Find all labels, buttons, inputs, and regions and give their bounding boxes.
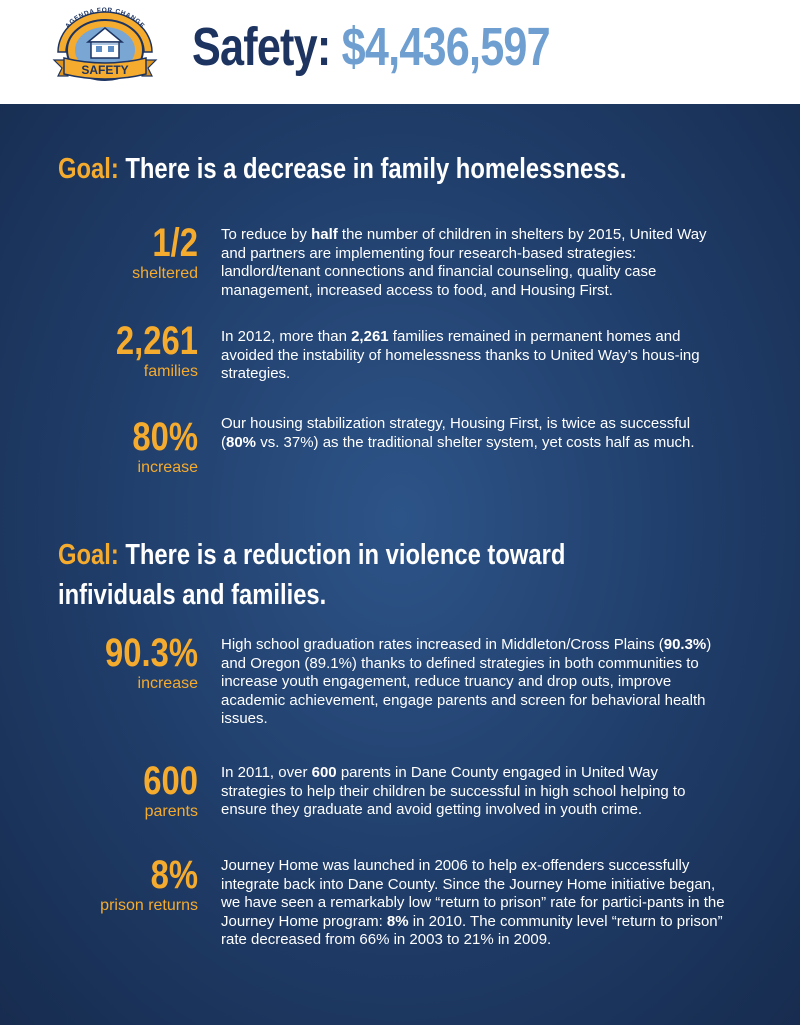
page-title-word: Safety: <box>192 17 331 77</box>
goal-1-heading: Goal: There is a decrease in family homel… <box>58 149 626 189</box>
stat-number: 1/2 <box>152 221 198 265</box>
stat-number: 600 <box>143 759 198 803</box>
stat-unit: prison returns <box>100 897 198 914</box>
stat-unit: sheltered <box>132 265 198 282</box>
stat-description: In 2011, over 600 parents in Dane County… <box>221 764 686 818</box>
stat-description: Journey Home was launched in 2006 to hel… <box>221 857 725 948</box>
stat-description: In 2012, more than 2,261 families remain… <box>221 328 700 382</box>
stat-number: 2,261 <box>115 319 198 363</box>
main-content: Goal: There is a decrease in family homel… <box>0 104 800 1025</box>
stat-number: 80% <box>132 415 198 459</box>
badge-label: SAFETY <box>81 63 128 77</box>
stat-families: 2,261 families <box>38 320 198 382</box>
goal-2-text-line-1: There is a reduction in violence toward <box>125 539 566 571</box>
header: AGENDA FOR CHANGE SAFETY Safety: $4,436,… <box>0 0 800 104</box>
page-title-amount: $4,436,597 <box>341 17 551 77</box>
safety-badge-logo: AGENDA FOR CHANGE SAFETY <box>52 7 158 81</box>
stat-unit: families <box>143 363 198 380</box>
stat-parents: 600 parents <box>38 760 198 822</box>
stat-description: To reduce by half the number of children… <box>221 226 707 299</box>
stat-graduation: 90.3% increase <box>38 632 198 694</box>
goal-1-text: There is a decrease in family homelessne… <box>125 153 627 185</box>
page-title: Safety: $4,436,597 <box>192 12 551 82</box>
stat-prison-returns: 8% prison returns <box>38 854 198 916</box>
stat-unit: increase <box>137 675 198 692</box>
stat-unit: increase <box>137 459 198 476</box>
goal-2-heading: Goal: There is a reduction in violence to… <box>58 535 565 615</box>
stat-number: 8% <box>150 853 198 897</box>
stat-description: High school graduation rates increased i… <box>221 636 712 727</box>
goal-1-label: Goal: <box>58 153 119 185</box>
stat-increase: 80% increase <box>38 416 198 478</box>
goal-2-text-line-2: infividuals and families. <box>58 579 327 611</box>
stat-sheltered: 1/2 sheltered <box>38 222 198 284</box>
stat-description: Our housing stabilization strategy, Hous… <box>221 415 695 451</box>
stat-unit: parents <box>144 803 198 820</box>
stat-number: 90.3% <box>104 631 198 675</box>
goal-2-label: Goal: <box>58 539 119 571</box>
